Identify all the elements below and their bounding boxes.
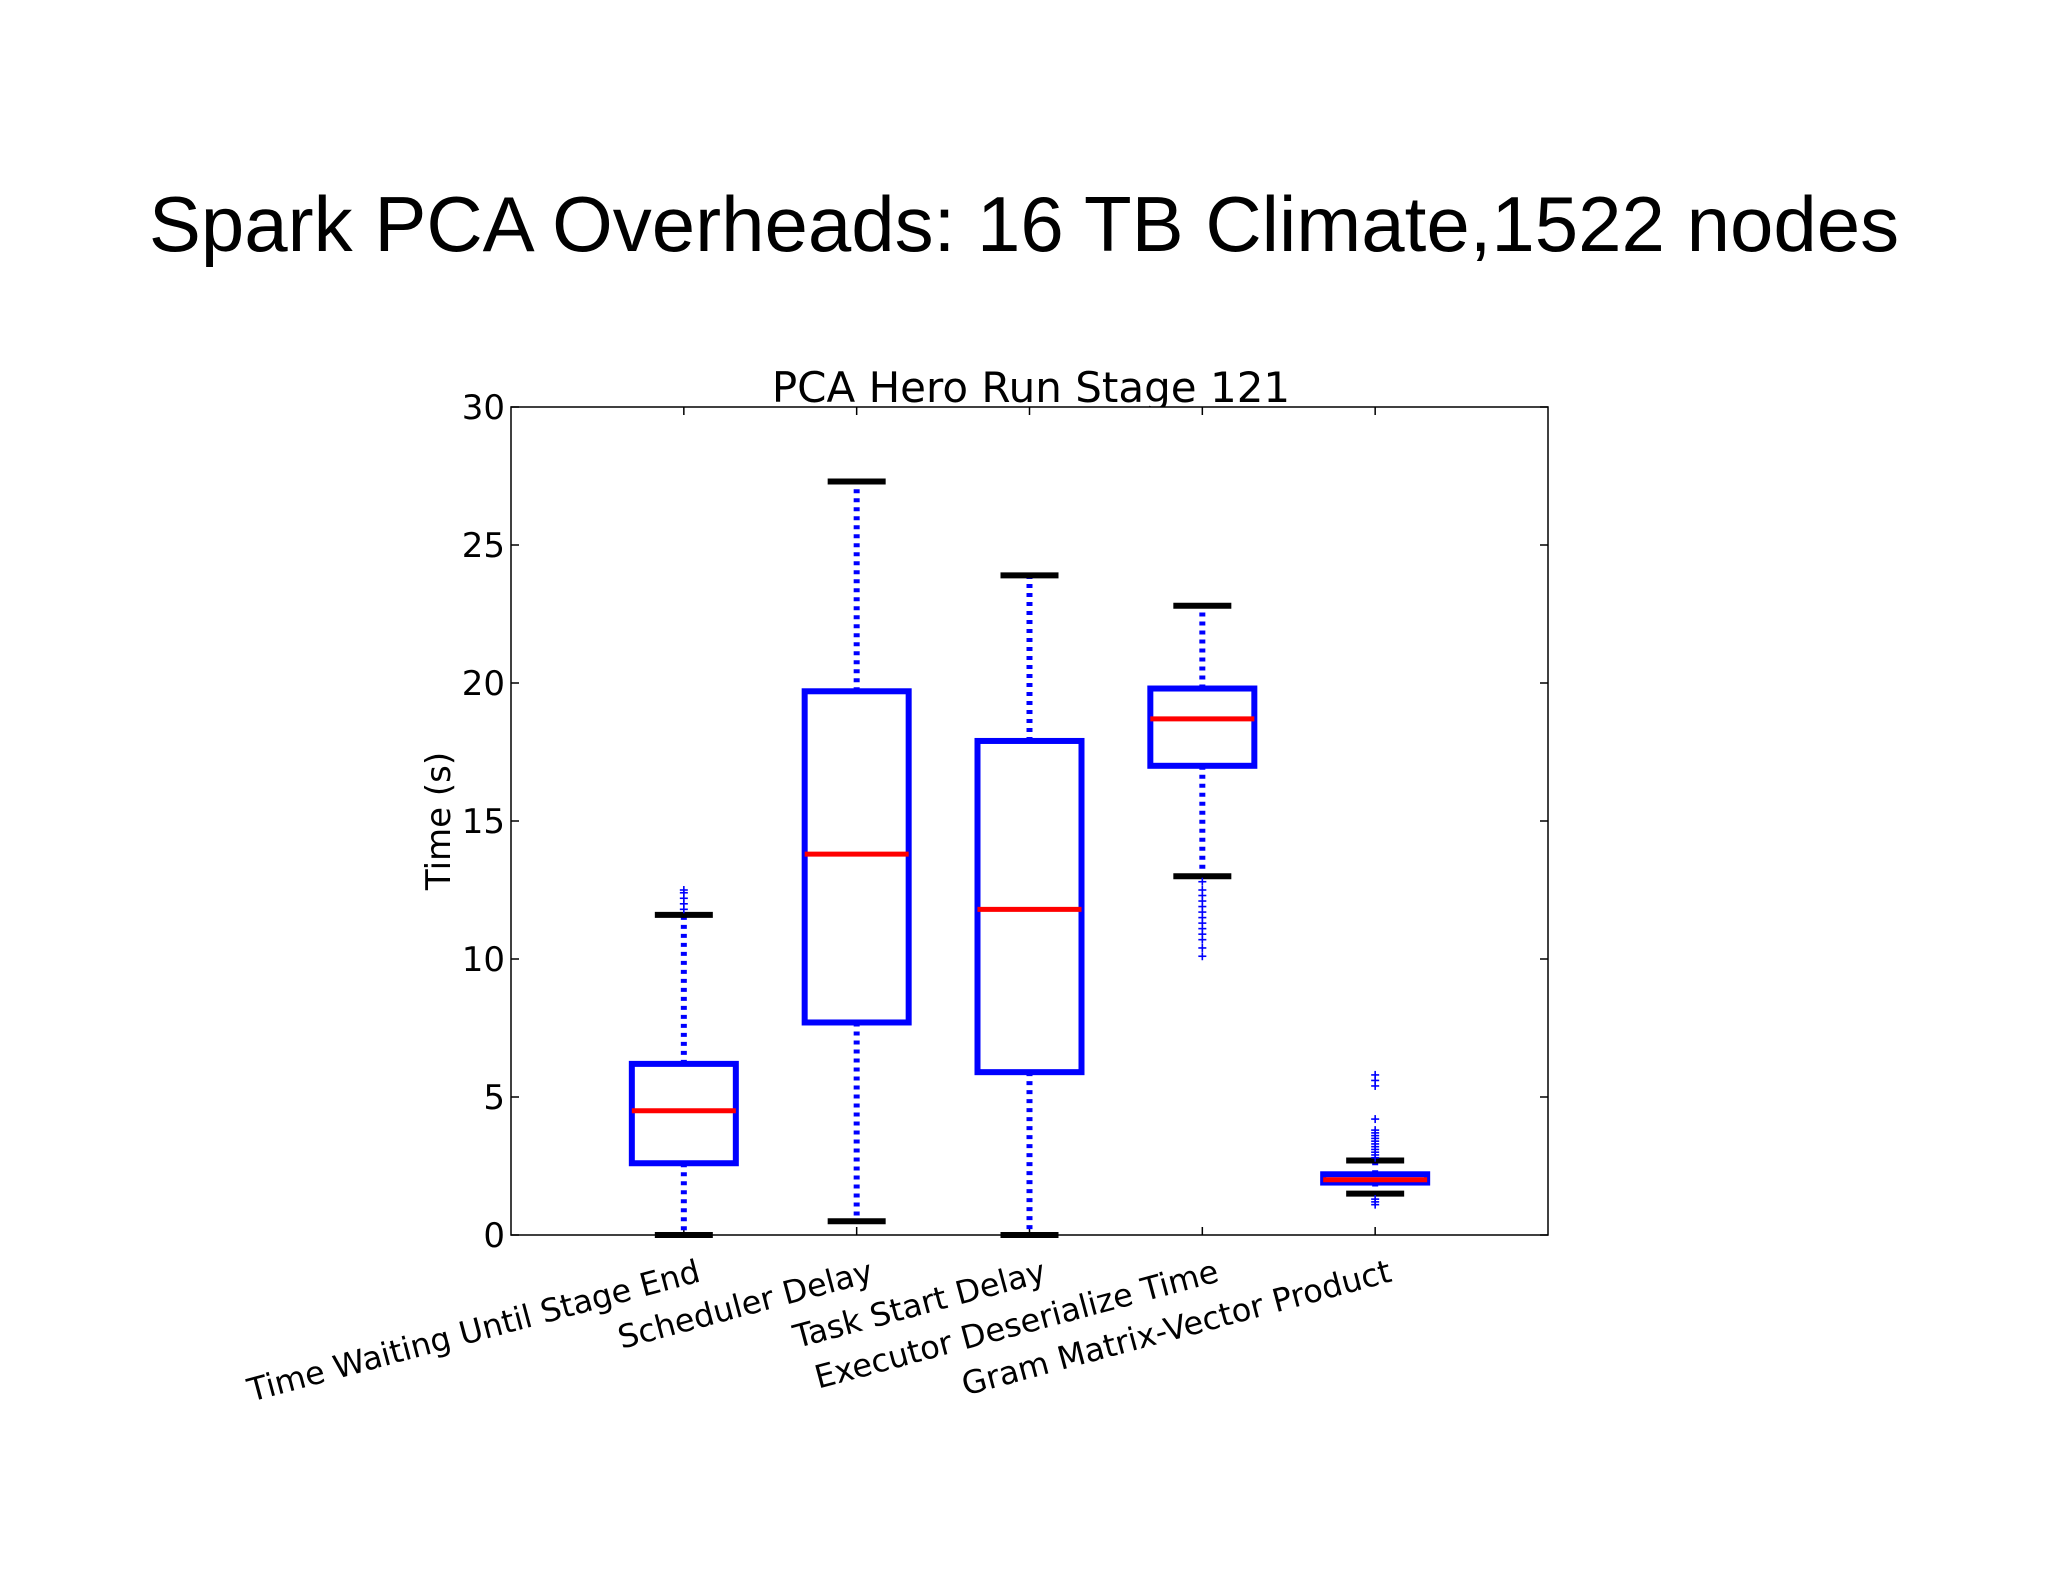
outlier-point (1198, 943, 1207, 952)
outlier-point (1371, 1126, 1380, 1135)
plot-area (510, 406, 1549, 1236)
boxes (628, 478, 1431, 1238)
box-group (1147, 602, 1258, 961)
box-group (628, 886, 739, 1238)
y-tick-label: 20 (462, 664, 505, 704)
y-axis-label: Time (s) (419, 752, 459, 891)
outlier-point (679, 886, 688, 894)
outlier-point (1198, 935, 1207, 944)
box-group (974, 572, 1085, 1238)
y-tick-label: 0 (483, 1216, 505, 1256)
y-tick-label: 5 (483, 1078, 505, 1118)
y-tick-label: 15 (462, 802, 505, 842)
box (1147, 685, 1258, 769)
outlier-point (1198, 877, 1207, 886)
outlier-point (1371, 1115, 1380, 1124)
box-group (801, 478, 912, 1225)
y-tick-label: 10 (462, 940, 505, 980)
box (801, 688, 912, 1026)
slide-title: Spark PCA Overheads: 16 TB Climate,1522 … (148, 180, 1900, 268)
y-tick-label: 25 (462, 526, 505, 566)
outlier-point (1371, 1195, 1380, 1204)
chart-title: PCA Hero Run Stage 121 (772, 363, 1290, 412)
y-axis: 0 5 10 15 20 25 30 (462, 388, 1548, 1256)
box (628, 1060, 739, 1167)
outlier-point (1198, 952, 1207, 961)
y-tick-label: 30 (462, 388, 505, 428)
box-group (1320, 1070, 1431, 1209)
outlier-point (1371, 1070, 1380, 1079)
box (974, 737, 1085, 1076)
